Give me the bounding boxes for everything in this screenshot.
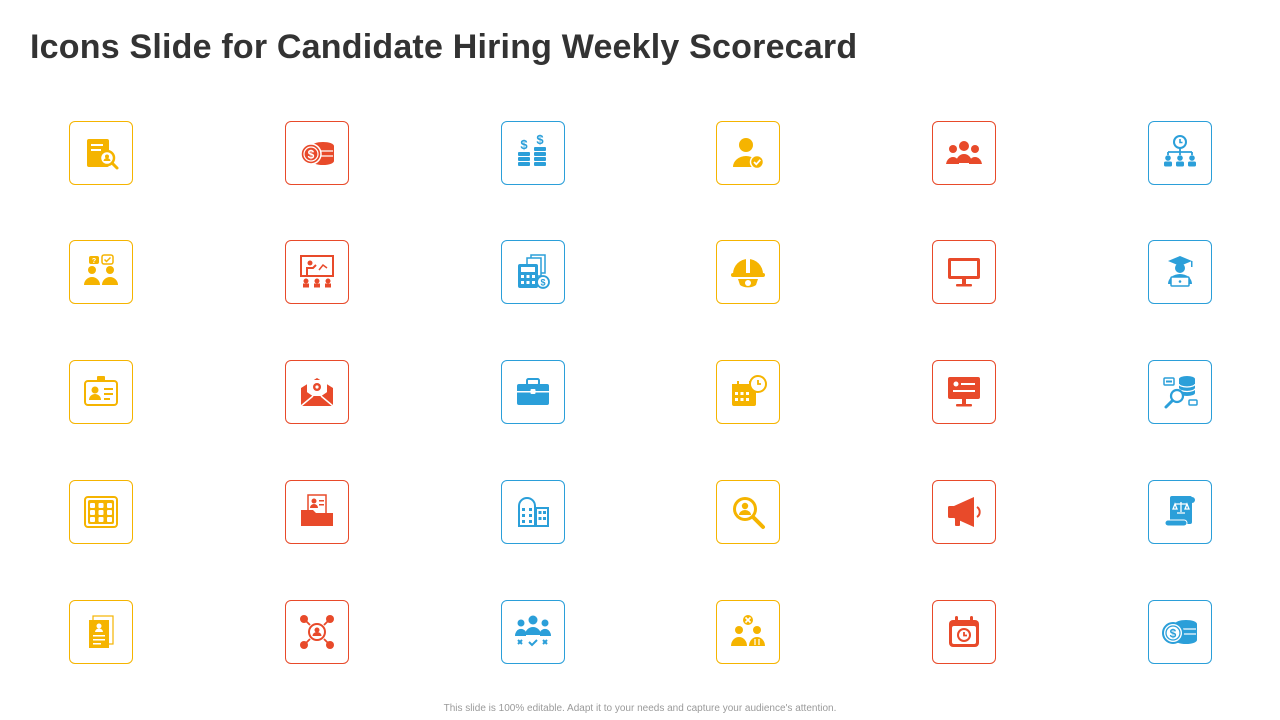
office-building-icon: [518, 497, 549, 527]
icon-tile: [1148, 360, 1212, 424]
icon-tile: [285, 480, 349, 544]
candidate-reject-icon: [731, 615, 765, 646]
magnify-person-icon: [733, 497, 765, 529]
icon-tile: [501, 600, 565, 664]
svg-text:$: $: [308, 148, 315, 162]
icon-tile: [716, 121, 780, 185]
svg-text:$: $: [536, 133, 544, 147]
icon-tile: [69, 600, 133, 664]
discussion-people-icon: ?: [84, 254, 118, 285]
monitor-profile-icon: [948, 377, 980, 407]
calculator-documents-icon: $: [518, 254, 550, 289]
team-group-icon: [946, 141, 982, 164]
id-card-icon: [84, 376, 118, 406]
svg-text:$: $: [520, 137, 528, 152]
icon-tile: $: [285, 121, 349, 185]
slide-footer: This slide is 100% editable. Adapt it to…: [443, 703, 837, 714]
safety-helmet-gear-icon: [731, 259, 765, 288]
coin-stack-dollar-icon: $: [300, 142, 334, 165]
coin-stack-icon: $: [1162, 620, 1197, 644]
calendar-clock-icon: [732, 375, 767, 406]
user-approved-icon: [733, 138, 765, 170]
icon-tile: [716, 480, 780, 544]
icon-tile: [932, 360, 996, 424]
dollar-coin-stacks-icon: $ $: [518, 133, 546, 166]
icon-tile: [285, 600, 349, 664]
envelope-gear-icon: [300, 378, 334, 407]
icon-tile: [932, 600, 996, 664]
icon-tile: $: [501, 240, 565, 304]
icon-tile: [716, 240, 780, 304]
graduate-laptop-icon: [1168, 256, 1193, 287]
database-search-icon: [1163, 376, 1198, 409]
icon-tile: $ $: [501, 121, 565, 185]
calendar-grid-icon: [84, 496, 118, 528]
svg-text:$: $: [540, 278, 545, 288]
icon-tile: ?: [69, 240, 133, 304]
icon-tile: $: [1148, 600, 1212, 664]
megaphone-icon: [948, 497, 981, 527]
icon-tile: [1148, 240, 1212, 304]
slide-title: Icons Slide for Candidate Hiring Weekly …: [30, 28, 858, 66]
icon-tile: [285, 360, 349, 424]
icon-tile: [69, 121, 133, 185]
icon-tile: [716, 600, 780, 664]
svg-text:$: $: [1170, 627, 1177, 641]
icon-tile: [716, 360, 780, 424]
icon-tile: [69, 360, 133, 424]
icon-tile: [501, 480, 565, 544]
legal-scroll-icon: [1164, 496, 1195, 527]
svg-text:?: ?: [92, 258, 96, 265]
folder-profile-icon: [301, 494, 333, 526]
network-person-icon: [300, 615, 334, 649]
icon-tile: [501, 360, 565, 424]
calendar-alarm-icon: [949, 616, 979, 647]
document-search-icon: [87, 139, 119, 170]
briefcase-icon: [517, 378, 549, 405]
monitor-icon: [948, 258, 980, 287]
icon-tile: [932, 480, 996, 544]
resume-document-icon: [89, 615, 114, 648]
icon-tile: [932, 121, 996, 185]
icon-tile: [932, 240, 996, 304]
icon-tile: [69, 480, 133, 544]
icon-tile: [1148, 480, 1212, 544]
icon-tile: [285, 240, 349, 304]
team-vote-icon: [514, 615, 552, 647]
icon-tile: [1148, 121, 1212, 185]
presentation-board-icon: [300, 255, 334, 288]
clock-hierarchy-icon: [1164, 135, 1196, 167]
